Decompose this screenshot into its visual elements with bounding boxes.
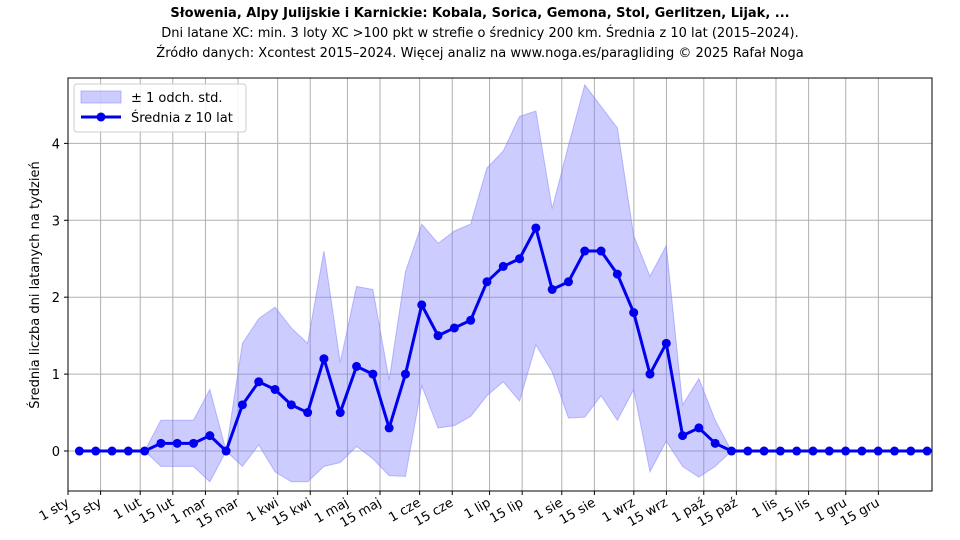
data-point-18: [368, 369, 378, 379]
legend-series-label: Średnia z 10 lat: [131, 110, 233, 126]
data-point-2: [107, 446, 117, 456]
data-point-40: [726, 446, 736, 456]
legend-line-marker: [96, 112, 106, 122]
legend-band-swatch: [80, 90, 122, 104]
x-tick-label-21: 15 lis: [775, 495, 813, 525]
data-point-33: [612, 269, 622, 279]
x-tick-label-20: 1 lis: [750, 495, 781, 521]
data-point-43: [775, 446, 785, 456]
series-points: [74, 223, 932, 456]
x-tick-label-13: 15 lip: [487, 495, 526, 526]
y-tick-label-1: 1: [52, 368, 60, 383]
data-point-25: [482, 277, 492, 287]
data-point-48: [857, 446, 867, 456]
y-tick-label-3: 3: [52, 214, 60, 229]
data-point-32: [596, 246, 606, 256]
data-point-20: [400, 369, 410, 379]
y-axis-label: Średnia liczba dni latanych na tydzień: [27, 161, 43, 408]
std-band-area: [79, 83, 928, 483]
y-axis-ticks: 0 1 2 3 4: [52, 137, 68, 460]
data-point-13: [286, 400, 296, 410]
legend-band-label: ± 1 odch. std.: [131, 91, 223, 106]
chart-title: Słowenia, Alpy Julijskie i Karnickie: Ko…: [170, 6, 789, 21]
legend-frame: [73, 83, 247, 133]
data-point-15: [319, 354, 329, 364]
data-point-11: [254, 377, 264, 387]
std-band: [79, 83, 928, 483]
legend: ± 1 odch. std. Średnia z 10 lat: [73, 83, 247, 133]
data-point-51: [906, 446, 916, 456]
data-point-52: [922, 446, 932, 456]
data-point-35: [645, 369, 655, 379]
data-point-14: [303, 408, 313, 418]
data-point-4: [140, 446, 150, 456]
data-point-22: [433, 331, 443, 341]
data-point-19: [384, 423, 394, 433]
data-point-7: [189, 438, 199, 448]
data-point-27: [515, 254, 525, 264]
data-point-16: [335, 408, 345, 418]
data-point-6: [172, 438, 182, 448]
x-tick-label-15: 15 sie: [557, 495, 598, 528]
data-point-31: [580, 246, 590, 256]
data-point-42: [759, 446, 769, 456]
data-point-0: [74, 446, 84, 456]
data-point-21: [417, 300, 427, 310]
data-point-10: [237, 400, 247, 410]
data-point-34: [629, 308, 639, 318]
data-point-8: [205, 431, 215, 441]
data-point-28: [531, 223, 541, 233]
data-point-30: [563, 277, 573, 287]
data-point-39: [710, 438, 720, 448]
data-point-29: [547, 285, 557, 294]
chart-subtitle-line-1: Dni latane XC: min. 3 loty XC >100 pkt w…: [161, 25, 799, 41]
data-point-26: [498, 261, 508, 271]
data-point-36: [661, 338, 671, 348]
chart-subtitle-line-2: Źródło danych: Xcontest 2015–2024. Więce…: [156, 45, 803, 61]
data-point-23: [449, 323, 459, 333]
data-point-50: [890, 446, 900, 456]
data-point-47: [841, 446, 851, 456]
data-point-37: [678, 431, 688, 441]
data-point-45: [808, 446, 818, 456]
x-tick-label-12: 1 lip: [462, 495, 494, 522]
y-tick-label-4: 4: [52, 137, 60, 152]
data-point-24: [466, 315, 476, 325]
data-point-12: [270, 384, 280, 394]
y-tick-label-0: 0: [52, 445, 60, 460]
data-point-44: [792, 446, 802, 456]
data-point-9: [221, 446, 231, 456]
data-point-49: [873, 446, 883, 456]
plot-area-frame: [67, 77, 933, 492]
data-point-17: [352, 361, 362, 371]
data-point-38: [694, 423, 704, 433]
y-tick-label-2: 2: [52, 291, 60, 306]
data-point-46: [824, 446, 834, 456]
x-tick-label-1: 15 sty: [62, 495, 105, 528]
data-point-5: [156, 438, 166, 448]
x-tick-label-3: 15 lut: [137, 495, 177, 527]
data-point-1: [91, 446, 101, 456]
data-point-3: [123, 446, 133, 456]
data-point-41: [743, 446, 753, 456]
